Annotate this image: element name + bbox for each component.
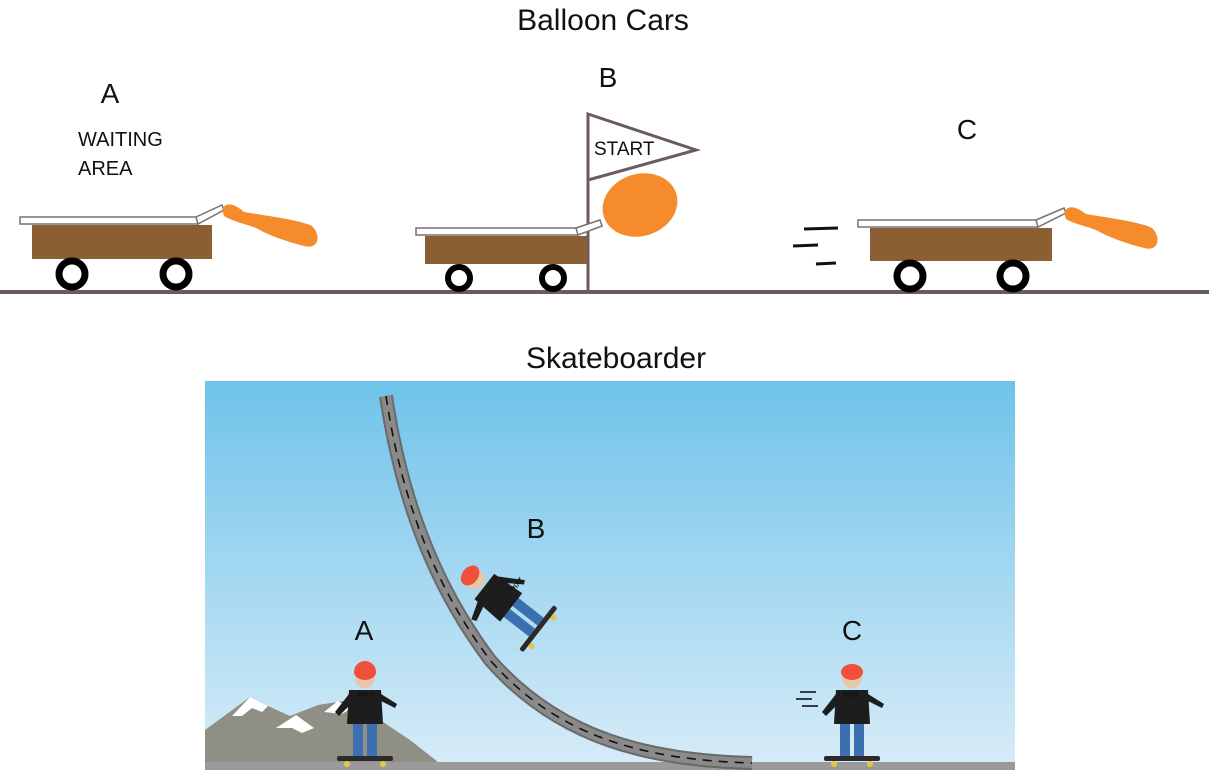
skateboarder-title: Skateboarder: [526, 342, 706, 375]
car-c-balloon-deflated: [1064, 207, 1158, 249]
car-b-body: [425, 236, 587, 264]
skater-c: [822, 664, 884, 767]
balloon-cars-panel: Balloon Cars A WAITING AREA B START: [0, 4, 1209, 294]
car-c: C: [792, 114, 1158, 293]
car-a-wheel-rear: [159, 257, 193, 291]
skater-c-label: C: [842, 615, 862, 646]
waiting-area-caption-line2: AREA: [78, 158, 133, 180]
car-b: B START: [415, 62, 702, 292]
car-b-balloon-inflated: [602, 173, 678, 237]
car-a-deck: [19, 216, 199, 225]
car-a-balloon-deflated: [222, 204, 318, 247]
skater-a-shirt-logo: PIXT: [358, 692, 374, 699]
car-b-straw: [575, 219, 603, 236]
car-b-label: B: [599, 62, 618, 93]
car-a: A WAITING AREA: [19, 78, 318, 291]
car-c-deck: [857, 219, 1039, 228]
skater-a: [335, 661, 397, 767]
car-a-label: A: [101, 78, 120, 109]
car-c-wheel-rear: [996, 259, 1030, 293]
motion-line-3: [815, 261, 837, 266]
skater-c-motion-lines: [796, 691, 818, 707]
car-c-wheel-front: [893, 259, 927, 293]
waiting-area-caption-line1: WAITING: [78, 129, 163, 151]
car-b-wheel-rear: [539, 264, 567, 292]
start-flag: [586, 111, 702, 182]
car-c-straw: [1035, 207, 1067, 229]
car-c-label: C: [957, 114, 977, 145]
skater-c-shirt-logo: PIXT: [843, 692, 859, 699]
skater-b-label: B: [527, 513, 546, 544]
car-b-wheel-front: [445, 264, 473, 292]
skater-a-label: A: [355, 615, 374, 646]
car-a-straw: [195, 203, 225, 226]
skater-b: [460, 565, 557, 652]
motion-line-2: [792, 243, 819, 248]
car-a-body: [32, 225, 212, 259]
car-a-wheel-front: [55, 257, 89, 291]
ground-strip: [205, 762, 1015, 770]
car-c-body: [870, 228, 1052, 261]
half-pipe-ramp: [379, 394, 753, 770]
skateboarder-panel: Skateboarder: [205, 342, 1015, 770]
start-flag-text: START: [594, 139, 655, 160]
balloon-cars-title: Balloon Cars: [517, 4, 689, 37]
motion-line-1: [803, 226, 839, 231]
car-b-deck: [415, 227, 579, 236]
